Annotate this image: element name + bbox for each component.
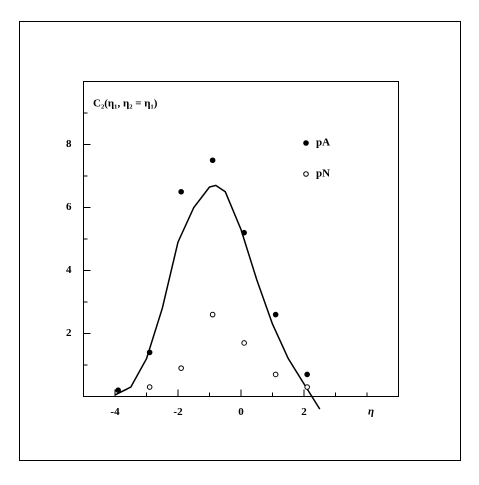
y-tick-label: 8 — [66, 138, 72, 150]
legend-label: pA — [316, 137, 330, 149]
point — [272, 371, 279, 378]
point — [146, 349, 153, 356]
point — [241, 229, 247, 236]
point — [115, 387, 121, 394]
x-tick-label: 0 — [238, 406, 244, 418]
y-tick-label: 2 — [66, 327, 72, 339]
point — [178, 188, 184, 195]
point — [209, 157, 216, 164]
y-tick-label: 4 — [66, 264, 72, 276]
point — [146, 384, 153, 390]
x-axis-label: η — [368, 406, 374, 418]
point — [241, 340, 247, 346]
point — [178, 365, 184, 371]
legend-marker — [303, 171, 309, 177]
point — [304, 384, 310, 390]
point — [304, 371, 310, 378]
x-tick-label: 2 — [301, 406, 307, 418]
y-tick-label: 6 — [66, 201, 72, 213]
outer-frame — [19, 21, 461, 461]
chart-title: C₂(η₁, η₂ = η₁) — [93, 98, 158, 110]
x-tick-label: -4 — [110, 406, 120, 418]
x-tick-label: -2 — [173, 406, 183, 418]
legend-label: pN — [316, 168, 330, 180]
point — [209, 311, 216, 318]
point — [272, 311, 279, 318]
fit-curve — [114, 184, 321, 410]
plot-frame — [83, 81, 399, 397]
legend-marker — [303, 140, 309, 146]
